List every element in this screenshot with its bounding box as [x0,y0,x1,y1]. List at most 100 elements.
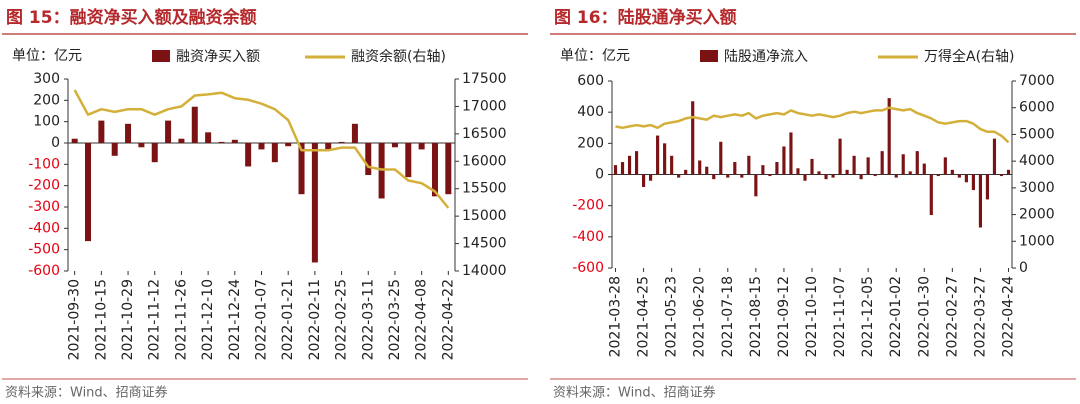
bar [405,143,412,178]
bar [957,174,961,178]
y2-tick-label: 17000 [462,98,507,114]
unit-label: 单位：亿元 [560,48,630,64]
bar [151,143,158,163]
bar [691,101,695,175]
x-tick-label: 2021-12-24 [227,279,243,360]
bar [285,143,292,147]
bar [642,174,646,187]
x-tick-label: 2022-01-02 [888,276,904,357]
bar [845,169,849,175]
bar [365,143,372,175]
bar [873,174,877,177]
bar [726,174,730,178]
y-tick-label: 600 [577,73,604,89]
y-tick-label: 100 [33,114,60,130]
line [73,89,450,209]
bar [351,123,358,143]
x-tick-label: 2021-06-20 [692,276,708,357]
x-tick-label: 2021-05-23 [664,276,680,357]
y-tick-label: -600 [572,260,604,276]
bar [817,171,821,175]
legend-label: 陆股通净流入 [724,49,808,65]
y2-tick-label: 7000 [1019,73,1055,89]
y-tick-label: 0 [51,135,60,151]
bar [768,174,772,177]
y2-tick-label: 3000 [1019,180,1055,196]
y-tick-label: -200 [28,178,60,194]
bar [656,135,660,175]
bar [943,157,947,175]
bar [712,174,716,180]
bar [971,174,975,191]
bar [231,139,238,143]
legend-label: 融资净买入额 [176,49,260,65]
x-tick-label: 2022-04-24 [1000,276,1016,357]
x-tick-label: 2021-09-30 [67,279,83,360]
bar [908,171,912,175]
bar [747,155,751,175]
x-tick-label: 2022-04-08 [414,279,430,360]
y2-tick-label: 15000 [462,208,507,224]
bar [298,143,305,195]
bar [803,174,807,181]
y2-tick-label: 2000 [1019,207,1055,223]
legend-swatch [700,50,718,62]
unit-label: 单位：亿元 [12,48,82,64]
bar [838,138,842,175]
bar [325,143,332,150]
y2-tick-label: 15500 [462,181,507,197]
bar [985,174,990,200]
bar [887,98,891,175]
bar [782,146,786,175]
y2-tick-label: 17500 [462,71,507,87]
bar [649,174,653,181]
y-tick-label: -300 [28,199,60,215]
x-tick-label: 2021-09-12 [776,276,792,357]
y2-tick-label: 4000 [1019,153,1055,169]
bar [98,120,105,143]
bar [964,174,968,183]
x-tick-label: 2021-07-18 [720,276,736,357]
bar [929,174,933,216]
x-tick-label: 2021-11-26 [173,279,189,360]
y-tick-label: -100 [28,156,60,172]
y2-tick-label: 16500 [462,126,507,142]
x-tick-label: 2022-03-11 [360,279,376,360]
bar [205,132,212,143]
bar [698,160,702,175]
bar [663,143,667,175]
x-tick-label: 2021-10-15 [93,279,109,360]
bar [71,138,78,143]
bar [634,151,639,175]
y2-tick-label: 16000 [462,153,507,169]
chart-title: 图 16：陆股通净买入额 [554,7,737,28]
x-tick-label: 2022-03-25 [387,279,403,360]
source-note: 资料来源：Wind、招商证券 [5,385,168,401]
bar [670,155,674,175]
bar [271,143,278,163]
legend-label: 万得全A(右轴) [924,48,1015,65]
bar [218,141,225,143]
bar [684,169,688,175]
bar [677,174,681,178]
x-tick-label: 2021-11-12 [147,279,163,360]
y-tick-label: -400 [28,220,60,236]
bar [824,174,828,180]
y-tick-label: 300 [33,71,60,87]
y2-tick-label: 5000 [1019,126,1055,142]
bar [992,138,997,175]
bar [1006,169,1011,175]
chart-title: 图 15：融资净买入额及融资余额 [6,7,257,28]
x-tick-label: 2021-10-29 [120,279,136,360]
x-tick-label: 2022-01-30 [916,276,932,357]
legend-label: 融资余额(右轴) [351,48,446,65]
y-tick-label: 200 [577,135,604,151]
x-tick-label: 2021-08-15 [748,276,764,357]
bar [796,168,800,175]
bar [978,174,982,228]
y-tick-label: -200 [572,198,604,214]
y2-tick-label: 1000 [1019,233,1055,249]
bar [445,143,452,195]
y2-tick-label: 14500 [462,236,507,252]
bar [733,162,737,175]
